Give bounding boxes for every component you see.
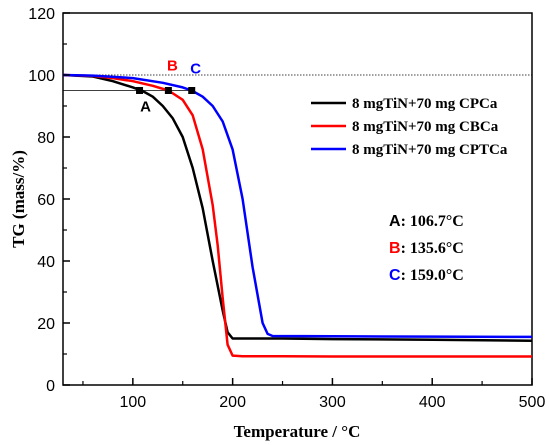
annotation-letter-b: B [389, 240, 401, 257]
annotation-colon: : [401, 213, 406, 230]
annotation-colon: : [401, 267, 406, 284]
legend-label-3: 8 mgTiN+70 mg CPTCa [352, 142, 508, 158]
onset-annotations: A: 106.7°CB: 135.6°CC: 159.0°C [389, 213, 464, 284]
y-tick-label: 120 [28, 6, 55, 23]
y-tick-label: 0 [46, 378, 55, 395]
y-tick-label: 100 [28, 68, 55, 85]
annotation-value-c: 159.0°C [410, 267, 464, 284]
x-tick-label: 500 [519, 394, 546, 411]
annotation-line-c: C: 159.0°C [389, 267, 464, 284]
y-tick-label: 60 [37, 192, 55, 209]
annotation-line-b: B: 135.6°C [389, 240, 464, 257]
x-tick-label: 200 [219, 394, 246, 411]
series-line-3 [62, 73, 533, 339]
series-line-2 [62, 73, 532, 358]
legend: 8 mgTiN+70 mg CPCa 8 mgTiN+70 mg CBCa 8 mg… [311, 96, 508, 158]
y-tick-label: 40 [37, 254, 55, 271]
marker-b [164, 87, 172, 94]
y-tick-label: 20 [37, 316, 55, 333]
x-tick-label: 400 [419, 394, 446, 411]
annotation-value-b: 135.6°C [410, 240, 464, 257]
x-tick-label: 100 [119, 394, 146, 411]
marker-a [136, 87, 144, 94]
marker-c [188, 87, 196, 94]
temperature-markers: A B C [136, 58, 201, 116]
annotation-line-a: A: 106.7°C [389, 213, 464, 230]
y-axis-title: TG (mass/%) [9, 150, 28, 248]
series-lines [62, 73, 533, 358]
annotation-letter-c: C [389, 267, 401, 284]
marker-label-a: A [140, 99, 151, 116]
legend-label-2: 8 mgTiN+70 mg CBCa [352, 119, 499, 135]
x-axis-title: Temperature / °C [234, 422, 361, 441]
series-line-1 [62, 73, 533, 342]
annotation-letter-a: A [389, 213, 401, 230]
y-tick-label: 80 [37, 130, 55, 147]
marker-label-c: C [190, 61, 201, 78]
annotation-value-a: 106.7°C [410, 213, 464, 230]
plot-frame [62, 12, 533, 386]
legend-label-1: 8 mgTiN+70 mg CPCa [352, 96, 498, 112]
annotation-colon: : [401, 240, 406, 257]
marker-label-b: B [167, 58, 178, 75]
axis-ticks: 100 200 300 400 500 0 20 40 60 80 100 120 [28, 6, 545, 411]
x-tick-label: 300 [319, 394, 346, 411]
